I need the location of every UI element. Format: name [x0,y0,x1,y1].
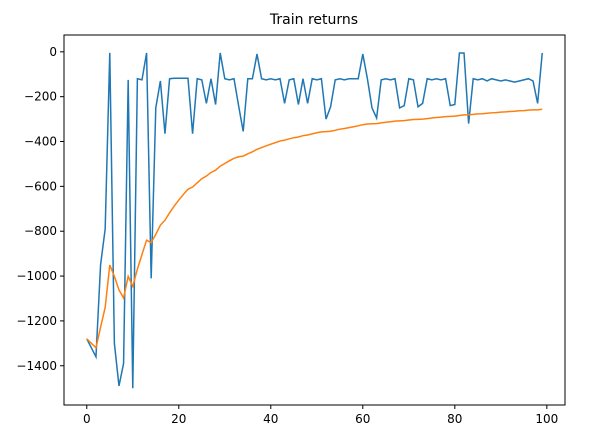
y-tick-label: 0 [49,45,57,59]
y-tick-label: −800 [24,224,57,238]
x-tick-label: 80 [447,412,462,426]
y-tick-label: −1200 [16,314,57,328]
chart-title: Train returns [269,12,358,28]
axes-frame [63,34,566,406]
x-tick-label: 60 [355,412,370,426]
line [86,108,543,350]
x-tick-label: 40 [263,412,278,426]
y-tick-label: −1000 [16,269,57,283]
y-tick-label: −1400 [16,359,57,373]
x-tick-label: 20 [171,412,186,426]
y-tick-label: −600 [24,179,57,193]
y-tick-label: −200 [24,90,57,104]
y-tick-label: −400 [24,135,57,149]
x-tick-label: 0 [83,412,91,426]
x-tick-label: 100 [535,412,558,426]
line [86,52,543,389]
